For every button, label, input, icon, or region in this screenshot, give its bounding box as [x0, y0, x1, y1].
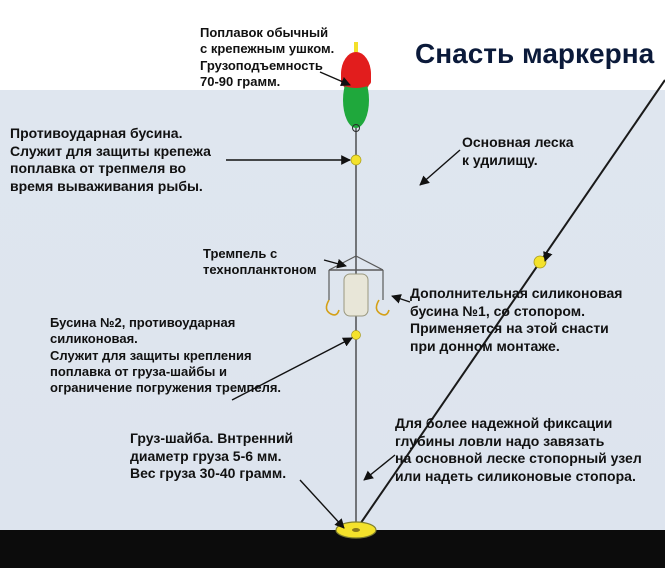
- diagram-title: Снасть маркерна: [415, 38, 654, 70]
- label-trempel: Тремпель с технопланктоном: [203, 246, 363, 279]
- label-fixation: Для более надежной фиксации глубины ловл…: [395, 415, 660, 485]
- label-weight: Груз-шайба. Внтренний диаметр груза 5-6 …: [130, 430, 360, 483]
- label-bead1: Дополнительная силиконовая бусина №1, со…: [410, 285, 660, 355]
- label-main-line: Основная леска к удилищу.: [462, 134, 642, 169]
- label-bead-top: Противоударная бусина. Служит для защиты…: [10, 125, 270, 195]
- label-float: Поплавок обычный с крепежным ушком. Груз…: [200, 25, 390, 90]
- label-bead2: Бусина №2, противоударная силиконовая. С…: [50, 315, 350, 396]
